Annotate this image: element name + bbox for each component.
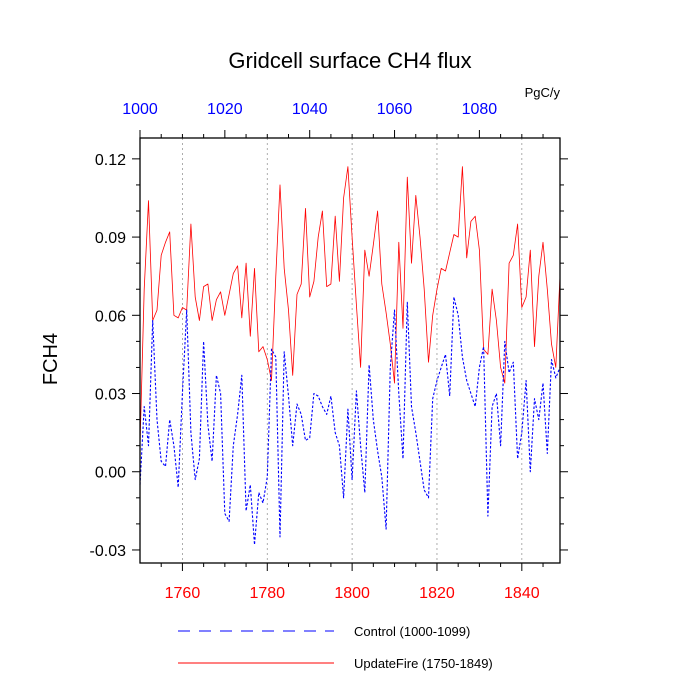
y-tick-label: -0.03 xyxy=(90,543,127,560)
axes: -0.03 0.00 0.03 0.06 0.09 0.12 1760 1780 1800 182… xyxy=(90,101,568,602)
legend-label-control: Control (1000-1099) xyxy=(354,624,470,639)
y-tick-label: 0.00 xyxy=(95,465,126,482)
x-tick-label-top: 1020 xyxy=(207,101,243,118)
x-tick-label-top: 1040 xyxy=(292,101,328,118)
x-tick-label-top: 1060 xyxy=(377,101,413,118)
series-layer xyxy=(139,166,561,546)
legend-label-updatefire: UpdateFire (1750-1849) xyxy=(354,656,493,671)
x-tick-label-top: 1080 xyxy=(462,101,498,118)
x-tick-label-bottom: 1760 xyxy=(165,585,201,602)
y-tick-label: 0.03 xyxy=(95,387,126,404)
chart-title: Gridcell surface CH4 flux xyxy=(228,48,471,73)
plot-frame xyxy=(139,137,561,564)
y-tick-label: 0.09 xyxy=(95,230,126,247)
x-tick-label-bottom: 1820 xyxy=(419,585,455,602)
x-tick-label-bottom: 1780 xyxy=(249,585,285,602)
y-tick-label: 0.06 xyxy=(95,308,126,325)
x-tick-label-top: 1000 xyxy=(122,101,158,118)
units-label: PgC/y xyxy=(525,85,561,100)
x-tick-label-bottom: 1840 xyxy=(504,585,540,602)
y-axis-label: FCH4 xyxy=(40,333,62,385)
y-tick-label: 0.12 xyxy=(95,152,126,169)
series-line-control xyxy=(139,296,561,546)
x-tick-label-bottom: 1800 xyxy=(334,585,370,602)
legend: Control (1000-1099) UpdateFire (1750-1849… xyxy=(178,624,493,671)
grid-lines xyxy=(182,138,523,563)
series-line-updatefire xyxy=(139,166,561,446)
